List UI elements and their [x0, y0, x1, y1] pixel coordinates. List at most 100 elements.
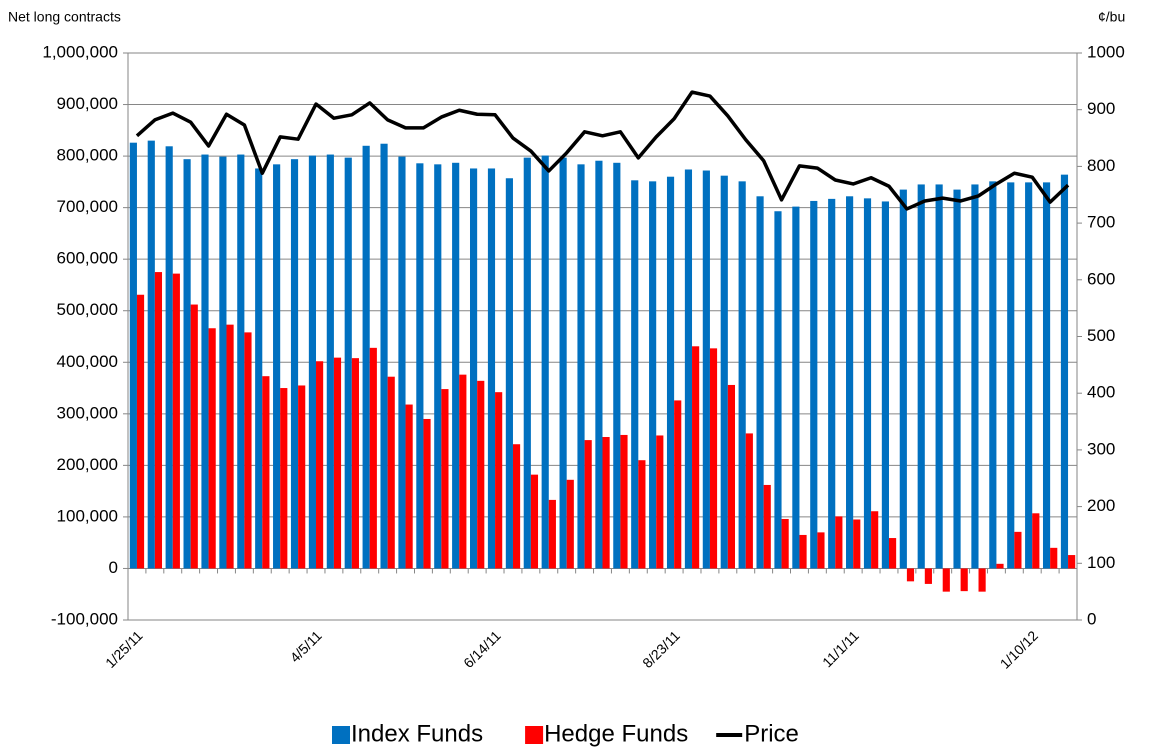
bar [459, 374, 467, 569]
bar [720, 175, 728, 569]
bar [351, 358, 359, 569]
y-tick-label: 900,000 [57, 94, 118, 113]
bar [1050, 547, 1058, 569]
bar [369, 347, 377, 569]
bar [434, 164, 442, 569]
bar [620, 434, 628, 569]
bar [953, 189, 961, 569]
y-tick-label: 100,000 [57, 506, 118, 525]
legend-label: Index Funds [351, 720, 483, 747]
y-tick-label: 400,000 [57, 352, 118, 371]
bar [846, 196, 854, 569]
bar [548, 499, 556, 569]
x-tick-label: 1/25/11 [102, 627, 146, 671]
bar [1042, 182, 1051, 569]
bar [333, 357, 342, 569]
bar [326, 154, 334, 569]
bar [745, 433, 753, 569]
y-axis-label: Net long contracts [8, 9, 121, 25]
bar [147, 140, 155, 569]
y-tick-label: 700,000 [57, 197, 118, 216]
bar [201, 154, 209, 569]
legend-swatch [332, 726, 350, 744]
bar [781, 518, 789, 569]
y-tick-label: 0 [109, 558, 118, 577]
bar [924, 568, 932, 584]
bar [512, 444, 521, 569]
bar [441, 389, 449, 569]
bar [763, 484, 771, 569]
bar [495, 392, 503, 569]
x-tick-label: 11/1/11 [819, 627, 862, 670]
bar [423, 418, 431, 569]
bar [316, 361, 324, 569]
bar [1014, 531, 1022, 569]
bar [996, 563, 1004, 569]
bar [487, 168, 496, 569]
y2-tick-label: 300 [1087, 439, 1115, 458]
bar [405, 404, 413, 569]
bar [362, 145, 370, 569]
bar [398, 156, 406, 569]
bar [477, 380, 485, 569]
bar [273, 164, 281, 569]
bar [595, 160, 603, 569]
price-line [135, 90, 1070, 211]
bar [888, 538, 897, 569]
y-tick-label: 500,000 [57, 300, 118, 319]
bar [298, 385, 306, 569]
y2-tick-label: 400 [1087, 383, 1115, 402]
bar [853, 519, 861, 569]
bar [828, 198, 836, 569]
bar [566, 479, 574, 569]
bar [899, 189, 907, 569]
bar [917, 184, 925, 569]
bar [727, 384, 736, 569]
bar [978, 568, 986, 592]
bar [255, 168, 263, 569]
bar [183, 159, 191, 569]
bar [871, 511, 879, 569]
bar [190, 304, 198, 569]
bar [584, 440, 592, 569]
bar [244, 332, 252, 569]
legend-swatch [525, 726, 544, 744]
bar [666, 176, 675, 569]
y2-tick-label: 500 [1087, 326, 1115, 345]
bar [709, 348, 718, 569]
y2-tick-label: 0 [1087, 609, 1096, 628]
bar [638, 460, 646, 569]
legend-label: Hedge Funds [544, 720, 688, 747]
y-tick-label: 200,000 [57, 455, 118, 474]
bar [656, 435, 664, 569]
bar [219, 156, 227, 569]
x-tick-label: 1/10/12 [997, 627, 1041, 671]
y2-axis-label: ¢/bu [1098, 9, 1125, 25]
bar [799, 534, 807, 569]
y-tick-label: 600,000 [57, 249, 118, 268]
bar [344, 157, 352, 569]
bar [971, 184, 979, 569]
y2-tick-label: 100 [1087, 553, 1115, 572]
bar [380, 143, 388, 569]
bar [989, 181, 997, 569]
bar [530, 474, 539, 569]
bar [541, 155, 549, 569]
bar [792, 206, 800, 569]
bar [577, 164, 585, 569]
y2-tick-label: 900 [1087, 99, 1115, 118]
bar [208, 328, 216, 569]
x-tick-label: 6/14/11 [460, 627, 504, 671]
bar [756, 196, 764, 569]
bar [469, 168, 478, 569]
bar [308, 155, 317, 569]
bar [649, 181, 657, 569]
bar [154, 272, 163, 569]
bar [523, 157, 531, 569]
bar [835, 516, 843, 569]
bar [613, 162, 621, 569]
bar [1068, 555, 1076, 569]
bar [774, 211, 782, 569]
bar [262, 376, 270, 569]
